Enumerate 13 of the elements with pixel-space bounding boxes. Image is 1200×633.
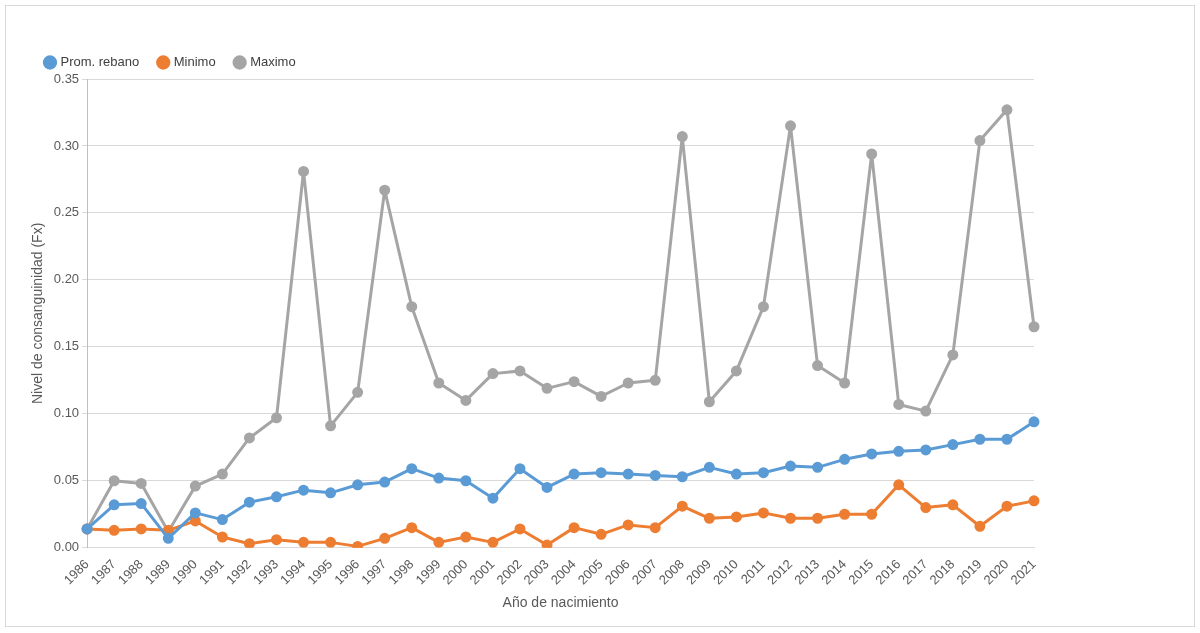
legend-label: Maximo [250, 54, 296, 70]
y-axis-title: Nivel de consanguinidad (Fx) [29, 222, 46, 405]
legend-label: Prom. rebano [60, 54, 140, 70]
y-tick-label: 0.15 [53, 338, 80, 354]
x-axis-title: Año de nacimiento [502, 594, 619, 611]
y-tick-label: 0.10 [53, 405, 80, 421]
y-tick-label: 0.00 [53, 539, 80, 555]
y-tick-label: 0.20 [53, 271, 80, 287]
y-tick-label: 0.35 [53, 70, 80, 86]
y-tick-label: 0.25 [53, 204, 80, 220]
y-tick-label: 0.05 [53, 472, 80, 488]
legend-label: Minimo [173, 54, 216, 70]
y-tick-label: 0.30 [53, 137, 80, 153]
